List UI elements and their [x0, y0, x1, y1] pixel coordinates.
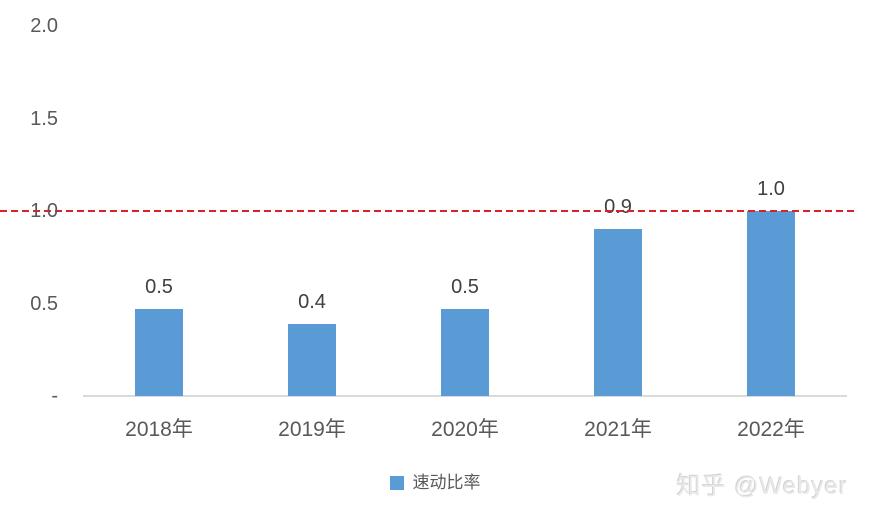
- bar-2022年: [747, 211, 795, 396]
- data-label-2021年: 0.9: [604, 196, 632, 218]
- x-tick-label-2022年: 2022年: [737, 418, 805, 441]
- watermark-text: 知乎 @Webyer: [676, 473, 848, 500]
- x-tick-label-2021年: 2021年: [584, 418, 652, 441]
- x-axis-line: [83, 395, 847, 397]
- x-tick-label-2018年: 2018年: [125, 418, 193, 441]
- data-label-2018年: 0.5: [145, 276, 173, 298]
- x-tick-label-2020年: 2020年: [431, 418, 499, 441]
- y-tick-label-1.5: 1.5: [30, 107, 58, 130]
- reference-line: [0, 210, 858, 212]
- y-tick-label--: -: [51, 385, 58, 407]
- watermark: 知乎 @Webyer: [677, 466, 848, 501]
- bar-2018年: [135, 309, 183, 396]
- bar-2021年: [594, 229, 642, 396]
- data-label-2019年: 0.4: [298, 291, 326, 313]
- y-tick-label-0.5: 0.5: [30, 292, 58, 315]
- bar-2019年: [288, 324, 336, 396]
- legend: 速动比率: [0, 474, 870, 491]
- legend-label: 速动比率: [412, 473, 481, 492]
- data-label-2020年: 0.5: [451, 276, 479, 298]
- x-tick-label-2019年: 2019年: [278, 418, 346, 441]
- data-label-2022年: 1.0: [757, 178, 785, 200]
- y-tick-label-2.0: 2.0: [30, 15, 58, 37]
- legend-swatch-icon: [389, 475, 404, 490]
- y-tick-label-1.0: 1.0: [30, 200, 58, 222]
- bar-2020年: [441, 309, 489, 396]
